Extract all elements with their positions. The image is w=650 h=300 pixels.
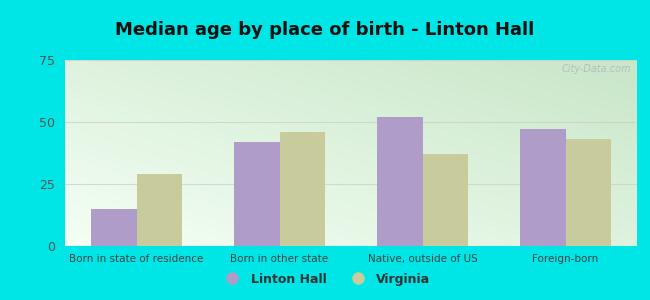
Legend: Linton Hall, Virginia: Linton Hall, Virginia — [214, 268, 436, 291]
Bar — [91, 209, 136, 246]
Bar — [280, 132, 325, 246]
Bar — [520, 129, 566, 246]
Text: Median age by place of birth - Linton Hall: Median age by place of birth - Linton Ha… — [116, 21, 534, 39]
Bar — [234, 142, 280, 246]
Bar — [136, 174, 182, 246]
Text: City-Data.com: City-Data.com — [562, 64, 631, 74]
Bar — [377, 117, 423, 246]
Bar — [422, 154, 468, 246]
Bar — [566, 140, 611, 246]
